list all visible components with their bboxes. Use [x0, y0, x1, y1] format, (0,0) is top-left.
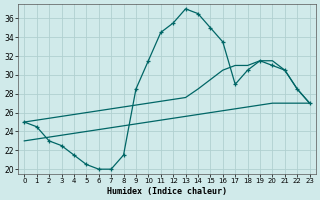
X-axis label: Humidex (Indice chaleur): Humidex (Indice chaleur)	[107, 187, 227, 196]
